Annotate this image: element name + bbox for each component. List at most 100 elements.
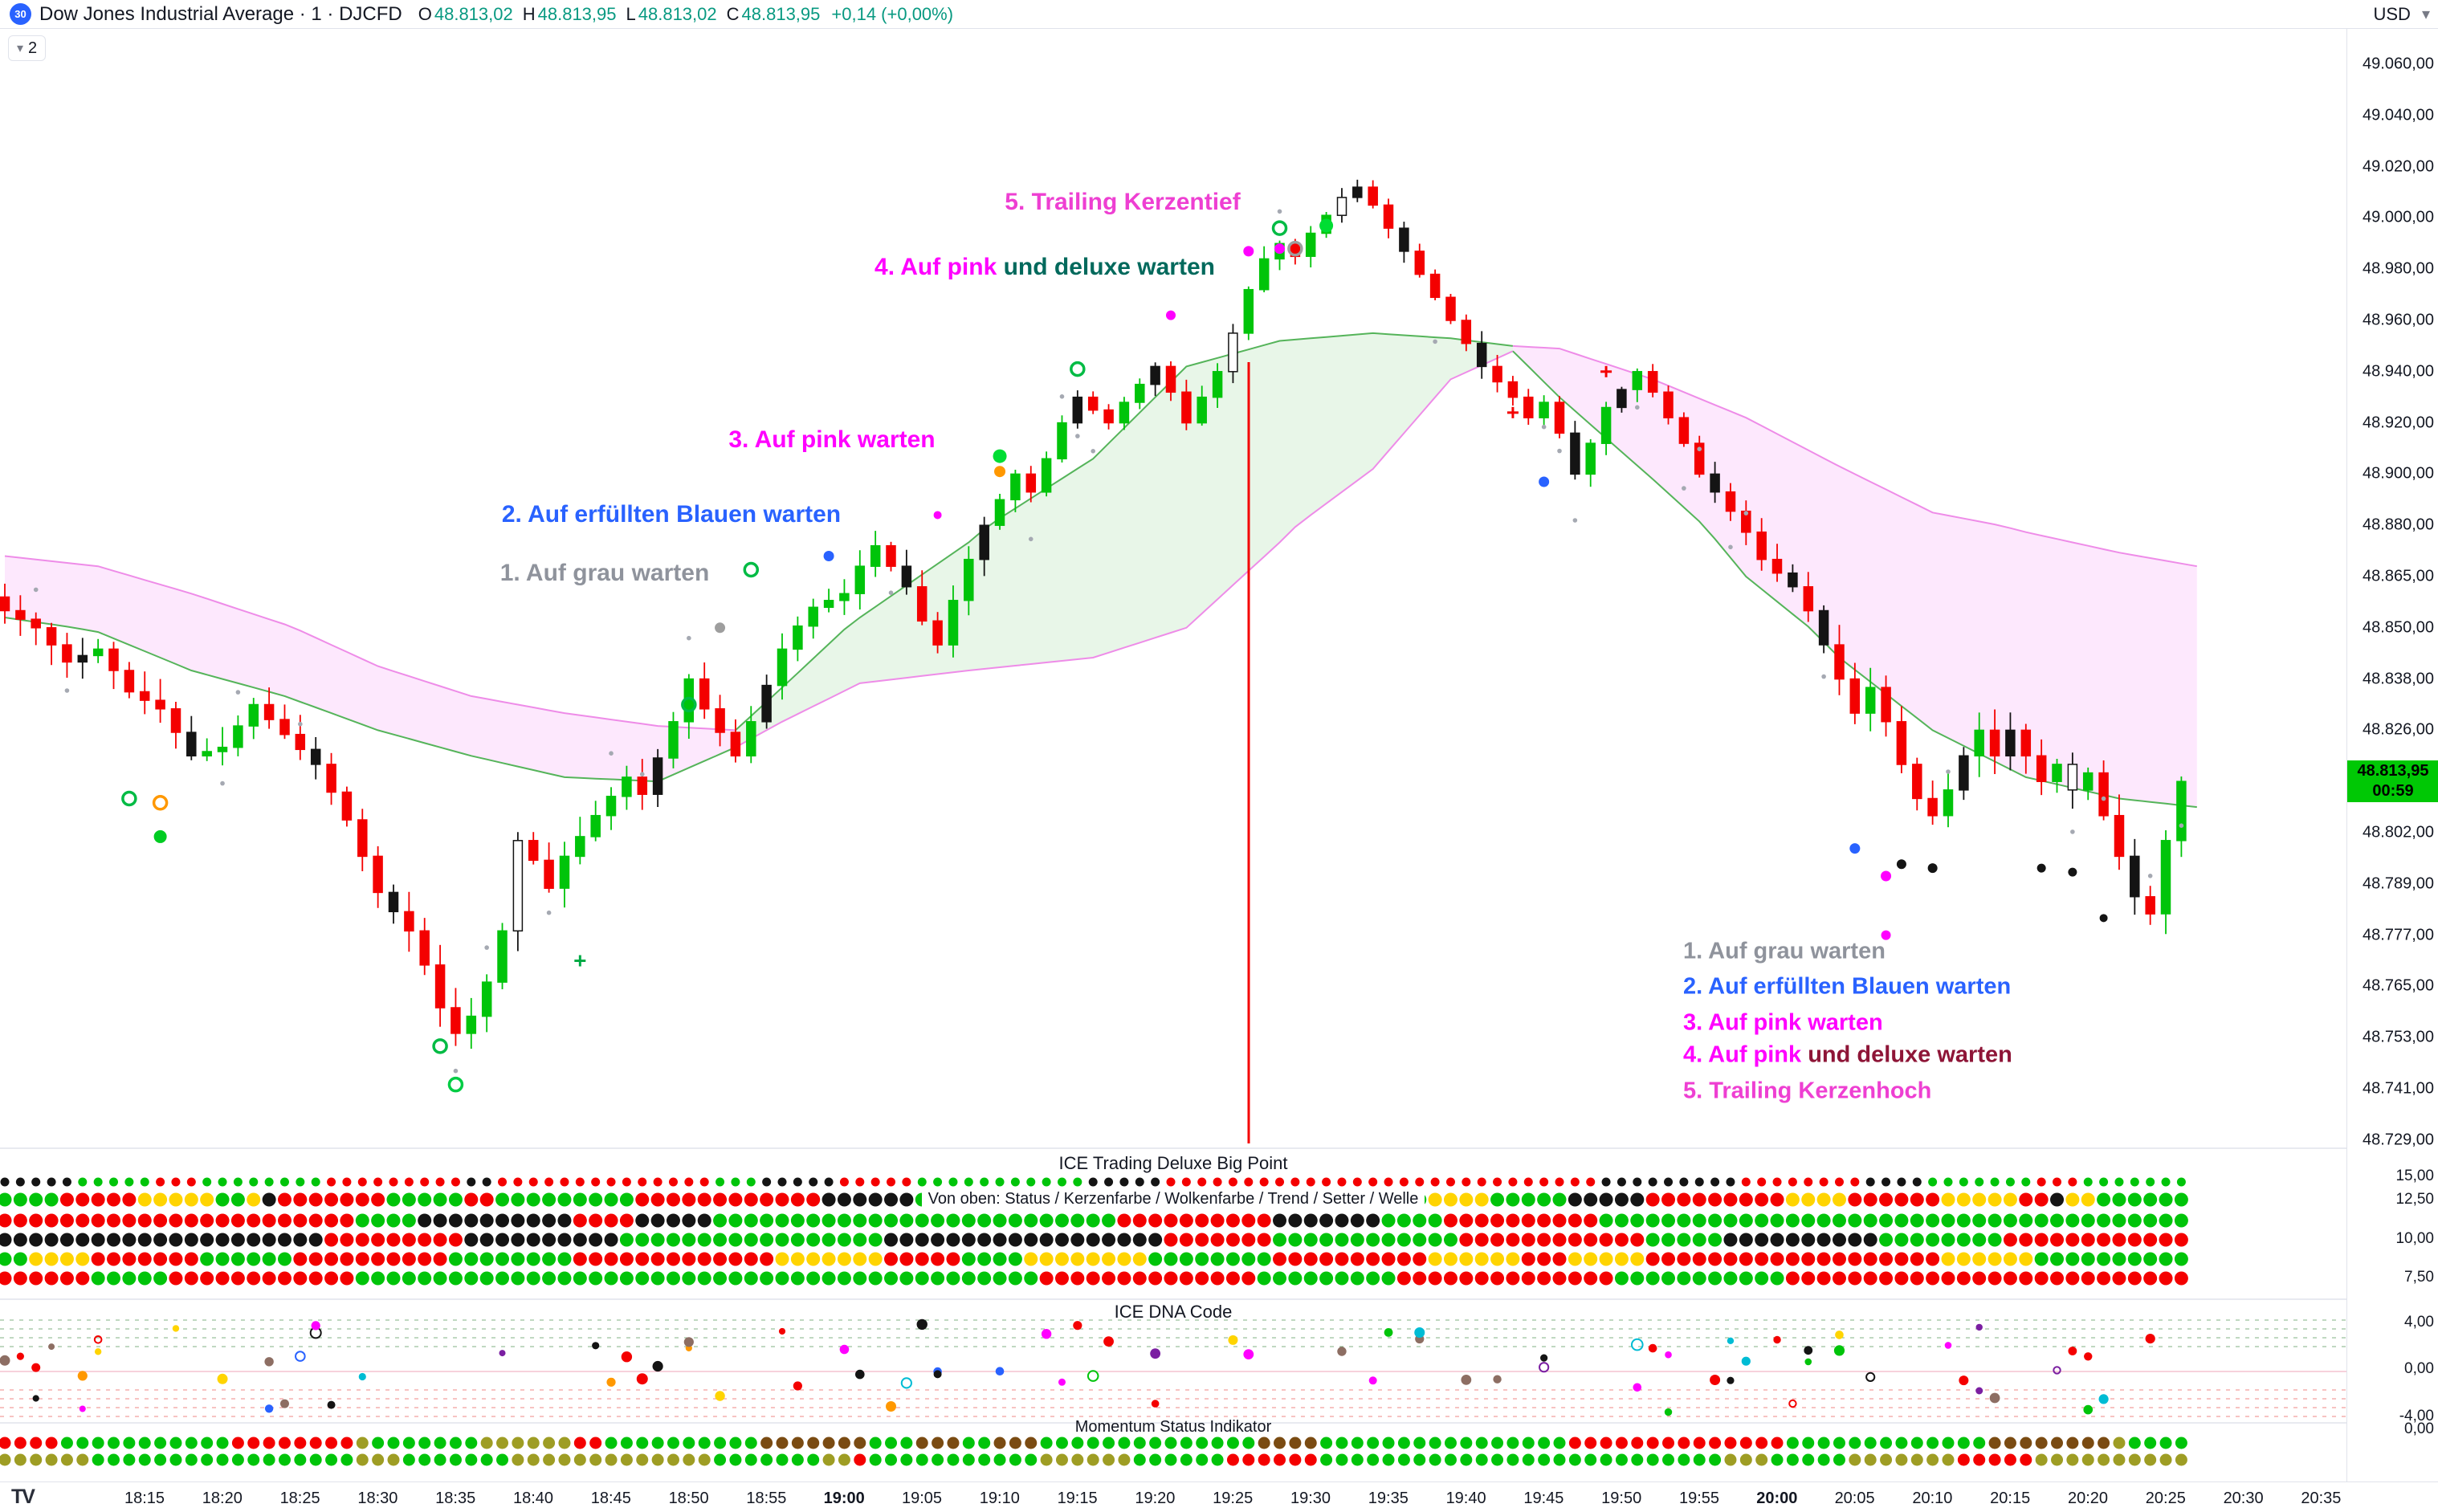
- big-point-dot-row3: [1739, 1213, 1753, 1228]
- big-point-dot-row6: [931, 1271, 945, 1286]
- dna-dot: [1989, 1392, 2000, 1404]
- big-point-dot-row6: [1148, 1271, 1163, 1286]
- momentum-dot-row1: [2035, 1437, 2048, 1449]
- big-point-dot-row5: [1956, 1252, 1971, 1266]
- big-point-dot-row4: [1956, 1233, 1971, 1247]
- big-point-dot-row3: [884, 1213, 899, 1228]
- momentum-dot-row1: [1180, 1437, 1192, 1449]
- big-point-dot-row3: [2034, 1213, 2049, 1228]
- big-point-dot-row4: [2034, 1233, 2049, 1247]
- momentum-dot-row2: [1180, 1453, 1192, 1466]
- big-point-dot-row4: [1024, 1233, 1038, 1247]
- momentum-dot-row1: [1522, 1437, 1535, 1449]
- momentum-dot-row1: [1895, 1437, 1908, 1449]
- dna-dot: [1228, 1335, 1238, 1345]
- tradingview-logo[interactable]: TV: [11, 1486, 35, 1508]
- currency-label[interactable]: USD: [2373, 3, 2411, 24]
- candle-body: [994, 499, 1005, 526]
- momentum-dot-row1: [1475, 1437, 1488, 1449]
- big-point-dot-row6: [2097, 1271, 2111, 1286]
- big-point-dot-row4: [262, 1233, 276, 1247]
- big-point-dot-row2: [822, 1192, 836, 1207]
- big-point-dot-row1: [249, 1177, 259, 1187]
- momentum-dot-row1: [620, 1437, 633, 1449]
- candle-body: [46, 627, 57, 646]
- big-point-dot-row4: [2019, 1233, 2033, 1247]
- big-point-dot-row3: [1210, 1213, 1225, 1228]
- big-point-dot-row3: [682, 1213, 696, 1228]
- big-point-dot-row5: [1926, 1252, 1940, 1266]
- big-point-dot-row3: [2050, 1213, 2065, 1228]
- dna-dot: [311, 1321, 320, 1331]
- big-point-dot-row1: [2036, 1177, 2046, 1187]
- big-point-dot-row5: [604, 1252, 618, 1266]
- big-point-dot-row3: [2127, 1213, 2142, 1228]
- candle-body: [233, 725, 243, 748]
- big-point-dot-row3: [1599, 1213, 1613, 1228]
- momentum-dot-row1: [30, 1437, 43, 1449]
- time-axis-label: 20:25: [2145, 1490, 2186, 1507]
- big-point-dot-row2: [573, 1192, 587, 1207]
- panel-title-big-point[interactable]: ICE Trading Deluxe Big Point: [1058, 1153, 1288, 1173]
- big-point-dot-row1: [638, 1177, 647, 1187]
- big-point-dot-row5: [713, 1252, 728, 1266]
- candle-body: [715, 708, 725, 733]
- symbol-title[interactable]: Dow Jones Industrial Average · 1 · DJCFD: [39, 2, 402, 25]
- big-point-dot-row2: [448, 1192, 463, 1207]
- big-point-dot-row3: [557, 1213, 572, 1228]
- price-axis-label: 48.838,00: [2363, 670, 2434, 688]
- big-point-dot-row5: [1941, 1252, 1955, 1266]
- momentum-dot-row2: [108, 1453, 120, 1466]
- big-point-dot-row6: [1319, 1271, 1334, 1286]
- big-point-dot-row5: [1723, 1252, 1738, 1266]
- signal-speck: [1059, 394, 1065, 399]
- big-point-dot-row3: [215, 1213, 230, 1228]
- legend-collapse-pill[interactable]: ▾ 2: [8, 35, 47, 61]
- big-point-dot-row1: [2161, 1177, 2171, 1187]
- big-point-dot-row1: [528, 1177, 538, 1187]
- panel-title-momentum[interactable]: Momentum Status Indikator: [1074, 1418, 1272, 1436]
- big-point-dot-row4: [1692, 1233, 1706, 1247]
- big-point-dot-row3: [1506, 1213, 1520, 1228]
- big-point-dot-row5: [1879, 1252, 1894, 1266]
- time-axis-label: 18:15: [124, 1490, 165, 1507]
- momentum-dot-row2: [1662, 1453, 1675, 1466]
- momentum-dot-row1: [1988, 1437, 2001, 1449]
- big-point-dot-row5: [1863, 1252, 1877, 1266]
- momentum-dot-row1: [869, 1437, 882, 1449]
- big-point-dot-row1: [2083, 1177, 2093, 1187]
- panel-title-dna-code[interactable]: ICE DNA Code: [1114, 1302, 1233, 1322]
- momentum-dot-row2: [1522, 1453, 1535, 1466]
- dna-dot: [1384, 1328, 1393, 1337]
- momentum-dot-row2: [1538, 1453, 1551, 1466]
- big-point-dot-row4: [448, 1233, 463, 1247]
- chevron-down-icon[interactable]: ▾: [2421, 6, 2430, 23]
- big-point-dot-row2: [340, 1192, 354, 1207]
- momentum-dot-row2: [1226, 1453, 1239, 1466]
- big-point-dot-row2: [59, 1192, 74, 1207]
- signal-speck: [2147, 874, 2153, 878]
- momentum-dot-row2: [1133, 1453, 1146, 1466]
- signal-dot: [994, 466, 1006, 478]
- time-scale[interactable]: 18:15 18:20 18:25 18:30 18:35 18:40 18:45 18:50…: [0, 1481, 2438, 1512]
- big-point-dot-row6: [324, 1271, 339, 1286]
- price-axis-label: 48.865,00: [2363, 567, 2434, 585]
- momentum-dot-row1: [356, 1437, 369, 1449]
- big-point-dot-row3: [650, 1213, 665, 1228]
- time-axis-label: 19:40: [1445, 1490, 1486, 1507]
- big-point-dot-row6: [293, 1271, 308, 1286]
- big-point-dot-row5: [1677, 1252, 1691, 1266]
- big-point-dot-row1: [1741, 1177, 1751, 1187]
- price-change: +0,14 (+0,00%): [831, 3, 954, 24]
- big-point-dot-row2: [1863, 1192, 1877, 1207]
- price-scale[interactable]: 48.813,95 00:59 49.060,00 49.040,00 49.020…: [2346, 29, 2438, 1512]
- momentum-dot-row2: [1895, 1453, 1908, 1466]
- dna-dot: [778, 1327, 786, 1335]
- candle-body: [746, 721, 756, 757]
- momentum-dot-row1: [216, 1437, 229, 1449]
- big-point-dot-row6: [697, 1271, 711, 1286]
- big-point-dot-row2: [790, 1192, 805, 1207]
- candle-body: [373, 855, 383, 894]
- dna-dot: [839, 1344, 850, 1355]
